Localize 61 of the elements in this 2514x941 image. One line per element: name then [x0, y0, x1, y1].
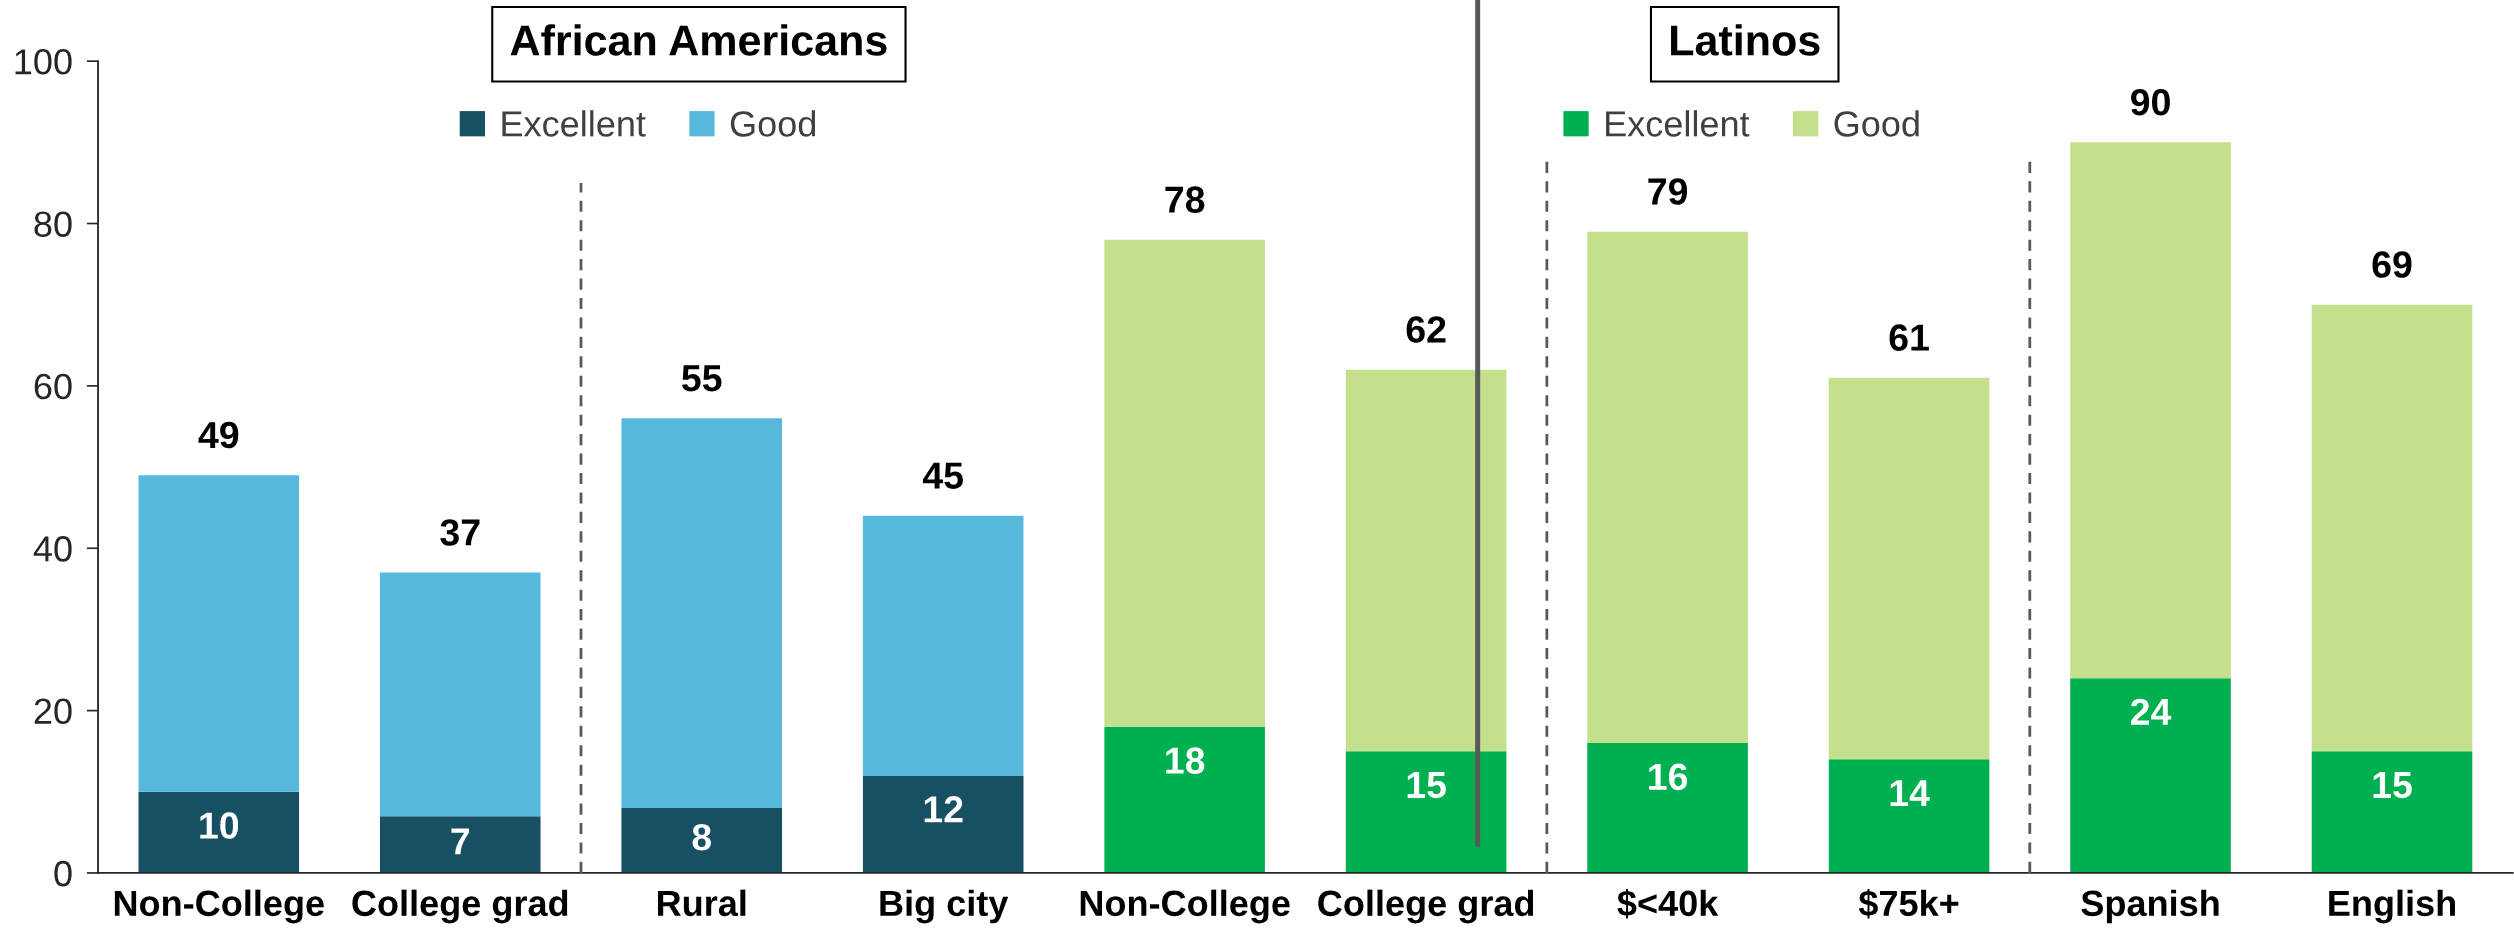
bar [1587, 743, 1748, 873]
x-tick-label: $75k+ [1858, 889, 1959, 919]
total-label: 61 [1889, 324, 1929, 351]
bar [138, 791, 300, 873]
total-label: 79 [1648, 178, 1688, 205]
data-label: 10 [200, 812, 239, 839]
bar [2311, 751, 2473, 873]
total-label: 78 [1165, 186, 1205, 213]
bar [2070, 142, 2231, 679]
x-tick-label: Non-College [114, 889, 324, 924]
total-label: 62 [1406, 316, 1446, 343]
x-tick-label: Rural [657, 889, 746, 917]
bar [138, 475, 300, 792]
bar [1587, 231, 1748, 744]
x-tick-label: College grad [1318, 889, 1534, 924]
bar [862, 515, 1024, 776]
text: Latinos [1671, 24, 1820, 56]
x-tick-label: $<40k [1617, 889, 1719, 919]
total-label: 90 [2130, 88, 2170, 116]
bar [379, 572, 541, 817]
bar [2070, 678, 2231, 873]
bar [1828, 377, 1990, 760]
total-label: 49 [198, 421, 239, 449]
x-tick-label: College grad [352, 889, 568, 924]
data-label: 7 [451, 828, 470, 855]
text: African Americans [510, 24, 887, 56]
data-label: 16 [1649, 763, 1688, 791]
x-tick-label: Non-College [1080, 889, 1290, 924]
data-label: 15 [2373, 772, 2412, 799]
data-label: 18 [1166, 747, 1205, 774]
y-tick-label: 0 [54, 860, 72, 887]
bar [1104, 726, 1265, 873]
legend-label: Excellent [502, 110, 646, 137]
y-tick-label: 20 [34, 698, 72, 725]
x-tick-label: Spanish [2081, 889, 2219, 924]
legend-label: Excellent [1606, 110, 1750, 137]
bar [1345, 751, 1507, 873]
y-tick-label: 100 [15, 49, 72, 75]
total-label: 37 [440, 519, 480, 546]
x-tick-label: English [2329, 889, 2455, 924]
bar [621, 418, 783, 809]
data-label: 14 [1890, 780, 1930, 807]
total-label: 45 [922, 462, 963, 489]
x-tick-label: Big city [880, 889, 1009, 924]
data-label: 12 [924, 796, 963, 823]
bar [862, 775, 1024, 873]
total-label: 69 [2372, 251, 2412, 278]
bar [1104, 239, 1265, 727]
total-label: 55 [682, 365, 722, 392]
y-tick-label: 60 [34, 373, 72, 400]
bar [379, 816, 541, 873]
bar [621, 808, 783, 873]
bar [2311, 304, 2473, 752]
y-tick-label: 80 [34, 211, 72, 237]
bar [1828, 759, 1990, 873]
legend-label: Good [730, 110, 816, 137]
legend-label: Good [1834, 110, 1919, 137]
data-label: 8 [692, 824, 711, 851]
y-tick-label: 40 [33, 536, 72, 562]
data-label: 24 [2130, 698, 2172, 725]
data-label: 15 [1407, 772, 1446, 799]
